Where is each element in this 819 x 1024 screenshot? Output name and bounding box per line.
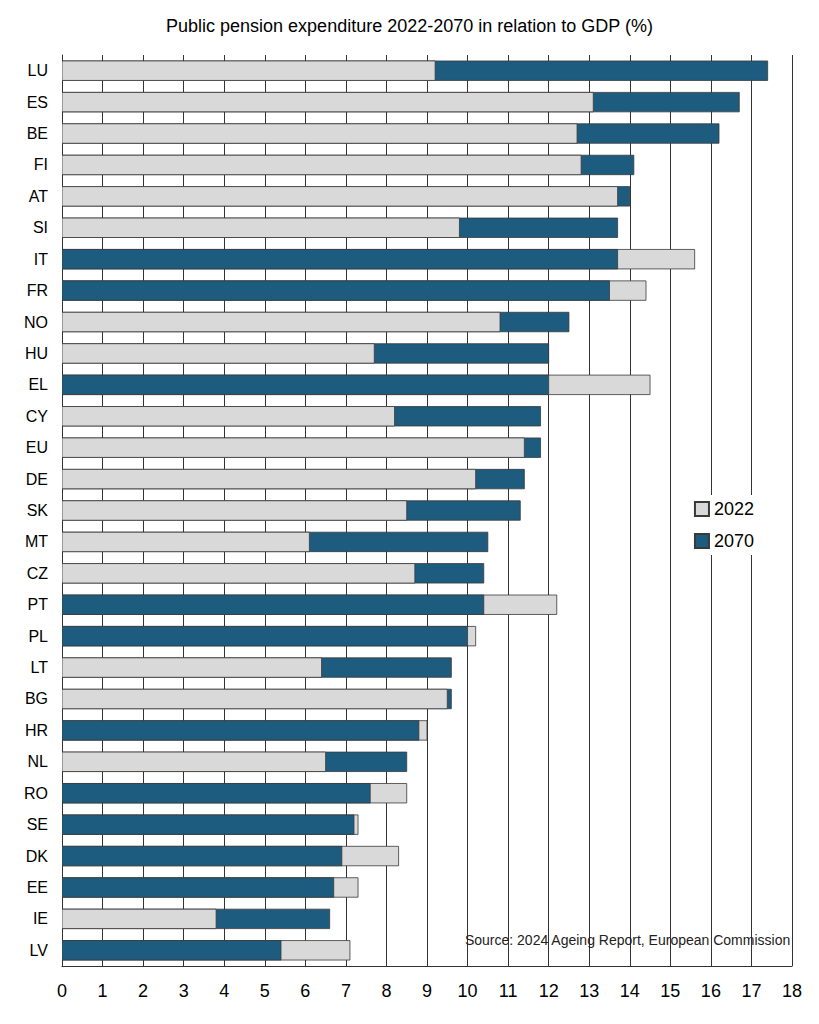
svg-text:DK: DK: [26, 848, 49, 865]
svg-text:2070: 2070: [714, 531, 754, 551]
svg-text:0: 0: [57, 981, 67, 1001]
svg-text:1: 1: [98, 981, 108, 1001]
svg-text:7: 7: [341, 981, 351, 1001]
svg-text:EE: EE: [27, 879, 48, 896]
svg-text:BE: BE: [27, 125, 48, 142]
svg-text:15: 15: [660, 981, 680, 1001]
svg-text:PT: PT: [28, 596, 49, 613]
svg-text:MT: MT: [25, 533, 48, 550]
svg-text:12: 12: [539, 981, 559, 1001]
svg-text:SI: SI: [33, 219, 48, 236]
svg-text:CZ: CZ: [27, 565, 49, 582]
svg-text:9: 9: [422, 981, 432, 1001]
svg-text:HU: HU: [25, 345, 48, 362]
svg-text:DE: DE: [26, 471, 48, 488]
svg-text:Source: 2024 Ageing Report, Eu: Source: 2024 Ageing Report, European Com…: [465, 932, 790, 948]
svg-text:18: 18: [782, 981, 802, 1001]
svg-text:NL: NL: [28, 753, 49, 770]
svg-text:2: 2: [138, 981, 148, 1001]
svg-text:RO: RO: [24, 785, 48, 802]
svg-text:Public pension expenditure 202: Public pension expenditure 2022-2070 in …: [166, 16, 653, 36]
svg-text:IT: IT: [34, 251, 48, 268]
svg-text:PL: PL: [28, 628, 48, 645]
svg-text:SE: SE: [27, 816, 48, 833]
svg-text:EL: EL: [28, 376, 48, 393]
svg-text:LV: LV: [30, 942, 49, 959]
svg-text:2022: 2022: [714, 499, 754, 519]
svg-text:HR: HR: [25, 722, 48, 739]
svg-text:FI: FI: [34, 156, 48, 173]
svg-text:BG: BG: [25, 690, 48, 707]
svg-text:10: 10: [458, 981, 478, 1001]
svg-text:EU: EU: [26, 439, 48, 456]
svg-text:5: 5: [260, 981, 270, 1001]
svg-text:13: 13: [579, 981, 599, 1001]
svg-text:6: 6: [300, 981, 310, 1001]
svg-text:LT: LT: [31, 659, 49, 676]
svg-text:17: 17: [741, 981, 761, 1001]
svg-text:NO: NO: [24, 314, 48, 331]
svg-text:CY: CY: [26, 408, 49, 425]
svg-text:AT: AT: [29, 188, 48, 205]
svg-text:IE: IE: [33, 910, 48, 927]
svg-text:SK: SK: [27, 502, 49, 519]
svg-text:14: 14: [620, 981, 640, 1001]
svg-text:ES: ES: [27, 94, 48, 111]
svg-text:LU: LU: [28, 62, 48, 79]
svg-text:16: 16: [701, 981, 721, 1001]
svg-text:3: 3: [179, 981, 189, 1001]
svg-text:4: 4: [219, 981, 229, 1001]
svg-text:8: 8: [381, 981, 391, 1001]
svg-text:FR: FR: [27, 282, 48, 299]
svg-text:11: 11: [499, 981, 518, 1001]
